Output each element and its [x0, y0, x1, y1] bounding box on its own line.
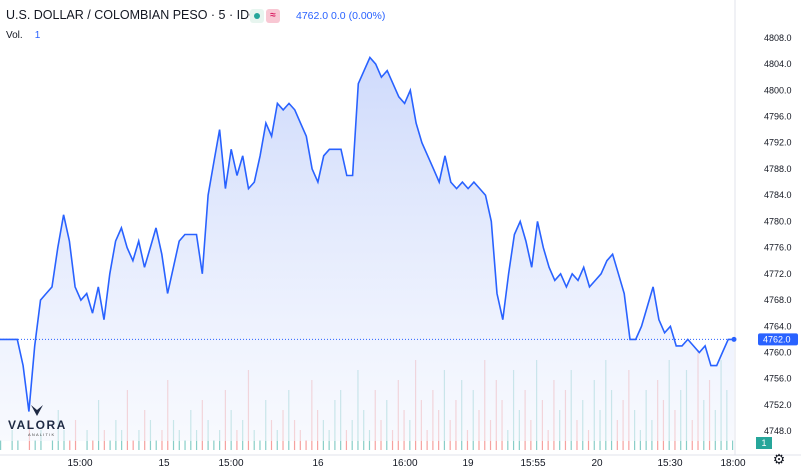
y-tick-label: 4756.0: [764, 374, 792, 384]
logo-subtitle: ANALITIK: [28, 432, 56, 437]
x-tick-label: 15:00: [67, 458, 92, 469]
x-tick-label: 19: [462, 458, 474, 469]
y-tick-label: 4768.0: [764, 295, 792, 305]
volume-bar: [184, 440, 186, 450]
volume-bar: [17, 440, 19, 450]
y-tick-label: 4764.0: [764, 321, 792, 331]
y-tick-label: 4792.0: [764, 138, 792, 148]
chart-header: U.S. DOLLAR / COLOMBIAN PESO · 5 · IDC ≈…: [0, 0, 760, 41]
volume-bar: [51, 440, 54, 450]
y-tick-label: 4772.0: [764, 269, 792, 279]
price-change-pct: (0.00%): [348, 10, 386, 22]
volume-bar: [155, 440, 157, 450]
logo-mark-icon: [31, 405, 43, 416]
symbol-title[interactable]: U.S. DOLLAR / COLOMBIAN PESO · 5 · IDC: [6, 8, 259, 22]
y-tick-label: 4808.0: [764, 33, 792, 43]
y-tick-label: 4752.0: [764, 400, 792, 410]
x-tick-label: 16: [312, 458, 324, 469]
x-tick-label: 15:00: [218, 458, 243, 469]
price-change: 0.0: [331, 10, 346, 22]
x-tick-label: 15: [158, 458, 170, 469]
volume-bar: [0, 440, 2, 450]
y-tick-label: 4796.0: [764, 112, 792, 122]
y-tick-label: 4780.0: [764, 216, 792, 226]
grid: [0, 0, 801, 456]
x-tick-label: 18:00: [720, 458, 745, 469]
last-price: 4762.0: [296, 10, 329, 22]
price-readout: 4762.0 0.0 (0.00%): [296, 10, 385, 22]
volume-bar: [92, 440, 94, 450]
price-line: [0, 56, 734, 412]
data-status-badge[interactable]: ≈: [266, 9, 280, 23]
volume-bar: [213, 440, 215, 450]
gear-icon[interactable]: ⚙: [772, 451, 786, 467]
price-tag: 4762.0: [731, 333, 798, 346]
x-tick-label: 15:30: [657, 458, 682, 469]
y-tick-label: 4804.0: [764, 59, 792, 69]
volume-bar: [732, 440, 734, 450]
x-tick-label: 16:00: [392, 458, 417, 469]
volume-tag: 1: [756, 437, 772, 449]
y-tick-label: 4800.0: [764, 85, 792, 95]
x-tick-label: 15:55: [520, 458, 545, 469]
y-tick-label: 4788.0: [764, 164, 792, 174]
y-tick-label: 4784.0: [764, 190, 792, 200]
y-tick-label: 4760.0: [764, 348, 792, 358]
volume-bar: [305, 440, 307, 450]
volume-value: 1: [34, 30, 41, 41]
y-tick-label: 4776.0: [764, 243, 792, 253]
volume-bar: [69, 440, 71, 450]
status-badges: ≈: [250, 9, 280, 23]
market-open-icon[interactable]: [250, 9, 264, 23]
price-axis[interactable]: 4808.0 4804.0 4800.0 4796.0 4792.0 4788.0 4784…: [764, 33, 792, 436]
valora-logo: VALORA ANALITIK: [8, 404, 68, 438]
price-tag-label: 4762.0: [763, 334, 791, 344]
volume-bar: [109, 440, 111, 450]
volume-bar: [259, 440, 261, 450]
y-tick-label: 4748.0: [764, 426, 792, 436]
volume-label: Vol.: [6, 30, 23, 41]
price-area: [0, 57, 734, 441]
logo-name: VALORA: [8, 418, 67, 432]
volume-bar: [34, 440, 36, 450]
volume-bar: [132, 440, 134, 450]
volume-legend[interactable]: Vol. 1: [6, 30, 40, 41]
time-axis[interactable]: 15:00 15 15:00 16 16:00 19 15:55 20 15:30 18:00: [67, 458, 745, 469]
x-tick-label: 20: [591, 458, 603, 469]
